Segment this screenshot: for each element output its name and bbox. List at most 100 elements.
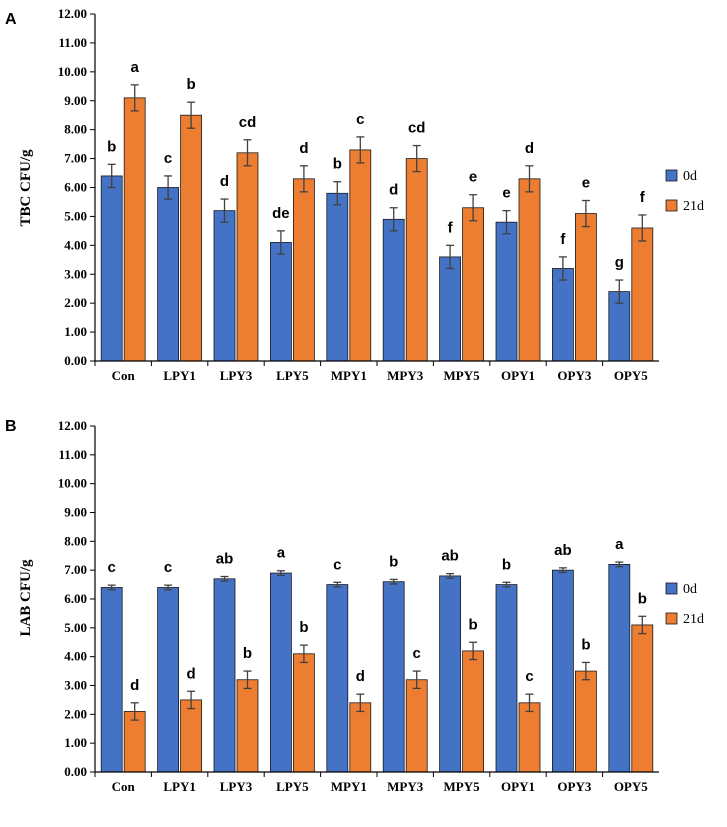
bar-0d-mpy5	[439, 256, 462, 362]
legend-label-21d: 21d	[683, 199, 704, 214]
significance-letter: c	[333, 556, 341, 573]
x-tick-label: Con	[112, 368, 136, 383]
bar-21d-mpy5	[462, 650, 485, 773]
significance-letter: c	[108, 559, 116, 576]
significance-letter: b	[581, 636, 590, 653]
x-tick-label: OPY5	[614, 368, 648, 383]
bar-0d-con	[100, 587, 123, 773]
bar-0d-con	[100, 175, 123, 362]
significance-letter: b	[187, 76, 196, 93]
bar-0d-mpy3	[382, 218, 405, 362]
x-tick-label: MPY3	[387, 368, 424, 383]
y-tick-label: 5.00	[64, 208, 87, 223]
significance-letter: f	[560, 231, 566, 248]
bar-21d-lpy1	[180, 699, 203, 773]
significance-letter: c	[164, 150, 172, 167]
bar-21d-lpy3	[236, 679, 259, 773]
significance-letter: d	[299, 140, 308, 157]
y-tick-label: 5.00	[64, 620, 87, 635]
y-tick-label: 12.00	[58, 418, 87, 433]
bar-0d-mpy3	[382, 581, 405, 773]
significance-letter: e	[502, 185, 510, 202]
y-tick-label: 8.00	[64, 533, 87, 548]
bar-0d-lpy1	[157, 587, 180, 773]
x-tick-label: OPY3	[557, 368, 591, 383]
significance-letter: b	[502, 556, 511, 573]
bar-21d-opy3	[575, 670, 597, 773]
y-tick-label: 1.00	[64, 735, 87, 750]
x-tick-label: LPY5	[276, 368, 309, 383]
significance-letter: c	[164, 559, 172, 576]
significance-letter: a	[277, 545, 286, 562]
x-tick-label: LPY3	[220, 368, 253, 383]
y-tick-label: 0.00	[64, 764, 87, 779]
y-tick-label: 10.00	[58, 476, 87, 491]
significance-letter: e	[582, 175, 590, 192]
x-tick-label: OPY5	[614, 779, 648, 794]
bar-0d-lpy3	[213, 578, 236, 773]
bar-0d-mpy1	[326, 192, 349, 362]
legend-a: 0d 21d	[665, 169, 704, 214]
y-tick-label: 0.00	[64, 353, 87, 368]
y-tick-label: 10.00	[58, 64, 87, 79]
legend-label-0d: 0d	[683, 582, 697, 597]
y-tick-label: 4.00	[64, 237, 87, 252]
bar-0d-opy3	[552, 569, 574, 773]
y-tick-label: 11.00	[58, 447, 87, 462]
x-tick-label: LPY5	[276, 779, 309, 794]
significance-letter: b	[389, 553, 398, 570]
significance-letter: d	[220, 173, 229, 190]
y-tick-label: 9.00	[64, 505, 87, 520]
bar-21d-mpy3	[405, 158, 428, 362]
y-tick-label: 8.00	[64, 122, 87, 137]
significance-letter: ab	[216, 551, 234, 568]
y-tick-label: 3.00	[64, 266, 87, 281]
bar-0d-lpy5	[269, 572, 292, 773]
bar-21d-mpy3	[405, 679, 428, 773]
bar-0d-lpy1	[157, 187, 180, 362]
x-tick-label: OPY3	[557, 779, 591, 794]
bar-21d-opy5	[631, 227, 654, 362]
y-tick-label: 7.00	[64, 151, 87, 166]
significance-letter: e	[469, 169, 477, 186]
bar-21d-lpy5	[292, 178, 315, 362]
panel-label-a: A	[5, 11, 17, 28]
significance-letter: b	[469, 616, 478, 633]
significance-letter: d	[389, 182, 398, 199]
significance-letter: d	[130, 677, 139, 694]
y-tick-label: 2.00	[64, 295, 87, 310]
significance-letter: c	[356, 111, 364, 128]
significance-letter: f	[640, 189, 646, 206]
y-tick-label: 7.00	[64, 562, 87, 577]
x-tick-label: Con	[112, 779, 136, 794]
bar-0d-lpy5	[269, 242, 292, 362]
significance-letter: cd	[408, 120, 426, 137]
bar-0d-mpy5	[439, 575, 462, 773]
bar-21d-opy5	[631, 624, 654, 773]
legend-swatch-21d	[665, 199, 678, 212]
bar-0d-opy3	[552, 268, 574, 362]
significance-letter: g	[615, 254, 624, 271]
significance-letter: c	[525, 668, 533, 685]
bar-21d-mpy1	[349, 149, 372, 362]
bar-21d-con	[123, 97, 146, 362]
bar-0d-opy1	[495, 584, 518, 773]
legend-swatch-0d	[665, 582, 678, 595]
significance-letter: a	[131, 59, 140, 76]
x-tick-label: LPY1	[163, 368, 196, 383]
bar-21d-mpy1	[349, 702, 372, 773]
bar-21d-lpy1	[180, 114, 203, 362]
panel-label-b: B	[5, 418, 17, 435]
x-tick-label: MPY1	[331, 368, 367, 383]
significance-letter: b	[638, 590, 647, 607]
bar-21d-lpy5	[292, 653, 315, 773]
significance-letter: b	[299, 619, 308, 636]
chart-panel-b: B LAB CFU/g 0.00 1.00 2.00 3.00 4.00 5.00 6.00…	[5, 418, 704, 794]
significance-letter: cd	[239, 114, 257, 131]
y-tick-label: 9.00	[64, 93, 87, 108]
bar-21d-opy1	[518, 178, 541, 362]
y-tick-label: 6.00	[64, 591, 87, 606]
x-tick-label: MPY5	[444, 368, 481, 383]
x-tick-label: OPY1	[501, 368, 535, 383]
